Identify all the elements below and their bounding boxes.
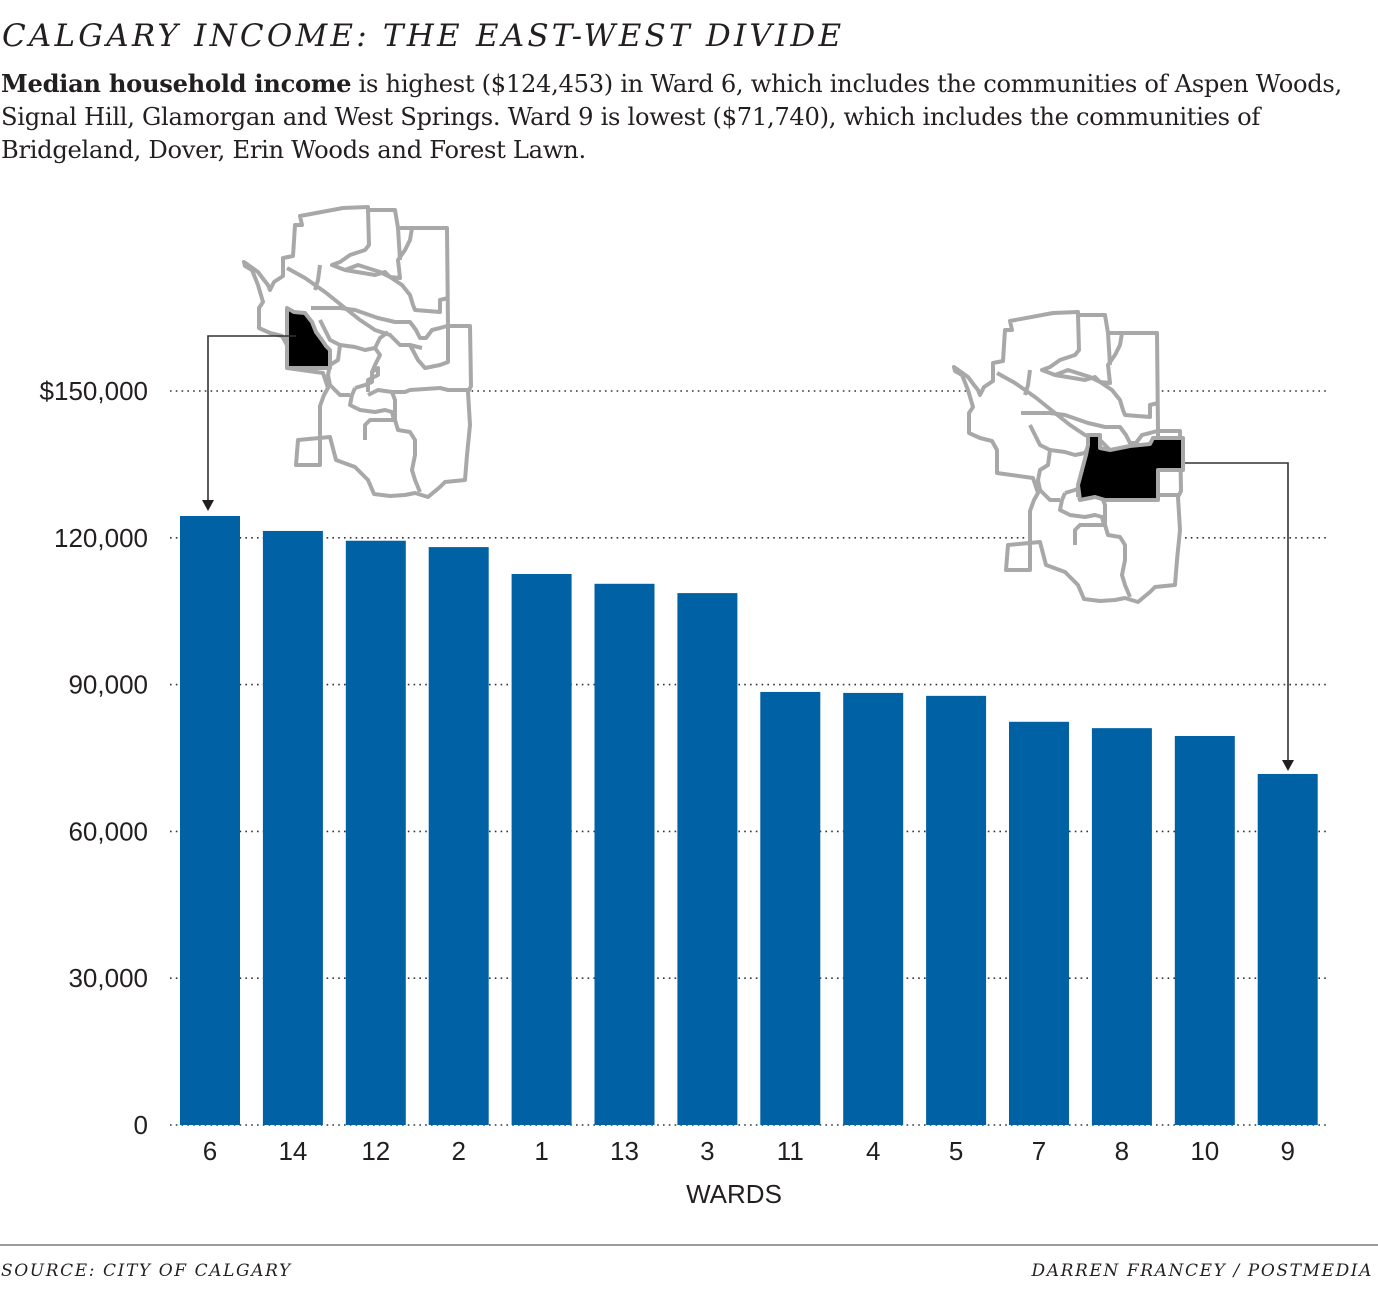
bar-ward-14 bbox=[262, 530, 323, 1125]
arrowhead-down-icon bbox=[202, 500, 214, 511]
bar-ward-2 bbox=[428, 547, 489, 1125]
bar-ward-10 bbox=[1174, 735, 1235, 1125]
arrow-to-ward-6 bbox=[207, 335, 296, 502]
y-axis-ticks: 0 30,000 60,000 90,000 120,000 $150,000 bbox=[40, 376, 148, 1140]
bar-ward-9 bbox=[1257, 773, 1318, 1125]
ward-6-highlight bbox=[285, 306, 332, 370]
x-axis-ticks: 6 14 12 2 1 13 3 11 4 5 7 8 10 9 bbox=[203, 1136, 1295, 1166]
x-tick-label: 8 bbox=[1115, 1136, 1129, 1166]
bar-ward-8 bbox=[1091, 728, 1152, 1125]
author-credit: DARREN FRANCEY / POSTMEDIA bbox=[1031, 1261, 1373, 1281]
x-tick-label: 3 bbox=[700, 1136, 714, 1166]
ward-9-highlight bbox=[1076, 433, 1185, 502]
locator-map-ward-9 bbox=[952, 310, 1294, 771]
x-tick-label: 11 bbox=[777, 1136, 804, 1166]
subtitle-text: is highest ($124,453) in Ward 6, which i… bbox=[1, 70, 1342, 164]
x-tick-label: 5 bbox=[949, 1136, 963, 1166]
subtitle-bold-lead: Median household income bbox=[1, 69, 352, 98]
chart-title: CALGARY INCOME: THE EAST-WEST DIVIDE bbox=[2, 18, 845, 54]
x-axis-title: WARDS bbox=[686, 1179, 782, 1209]
x-tick-label: 6 bbox=[203, 1136, 217, 1166]
chart-subtitle: Median household income is highest ($124… bbox=[1, 67, 1376, 167]
y-tick-label: $150,000 bbox=[40, 376, 148, 406]
x-tick-label: 7 bbox=[1032, 1136, 1046, 1166]
y-tick-label: 0 bbox=[134, 1110, 148, 1140]
x-tick-label: 12 bbox=[361, 1136, 390, 1166]
x-tick-label: 9 bbox=[1280, 1136, 1294, 1166]
arrow-to-ward-9 bbox=[1185, 462, 1289, 762]
x-tick-label: 4 bbox=[866, 1136, 880, 1166]
source-credit: SOURCE: CITY OF CALGARY bbox=[1, 1261, 292, 1281]
bar-ward-4 bbox=[843, 692, 904, 1125]
y-tick-label: 30,000 bbox=[68, 963, 148, 993]
y-tick-label: 90,000 bbox=[68, 670, 148, 700]
bar-ward-1 bbox=[511, 574, 572, 1125]
x-tick-label: 10 bbox=[1190, 1136, 1219, 1166]
bar-ward-11 bbox=[760, 691, 821, 1125]
arrowhead-down-icon bbox=[1282, 760, 1294, 771]
x-tick-label: 14 bbox=[278, 1136, 307, 1166]
bar-ward-6 bbox=[180, 516, 240, 1125]
bar-ward-13 bbox=[594, 583, 655, 1125]
gridlines bbox=[170, 390, 1330, 1126]
bar-ward-3 bbox=[677, 593, 738, 1125]
x-tick-label: 13 bbox=[610, 1136, 639, 1166]
bar-ward-12 bbox=[345, 540, 406, 1125]
x-tick-label: 1 bbox=[534, 1136, 548, 1166]
x-tick-label: 2 bbox=[451, 1136, 465, 1166]
bar-ward-5 bbox=[926, 695, 987, 1125]
bar-ward-7 bbox=[1009, 721, 1069, 1125]
bars bbox=[180, 516, 1318, 1125]
y-tick-label: 120,000 bbox=[54, 523, 148, 553]
locator-map-ward-6 bbox=[202, 205, 473, 511]
footer-divider bbox=[0, 1244, 1378, 1246]
y-tick-label: 60,000 bbox=[68, 816, 148, 846]
